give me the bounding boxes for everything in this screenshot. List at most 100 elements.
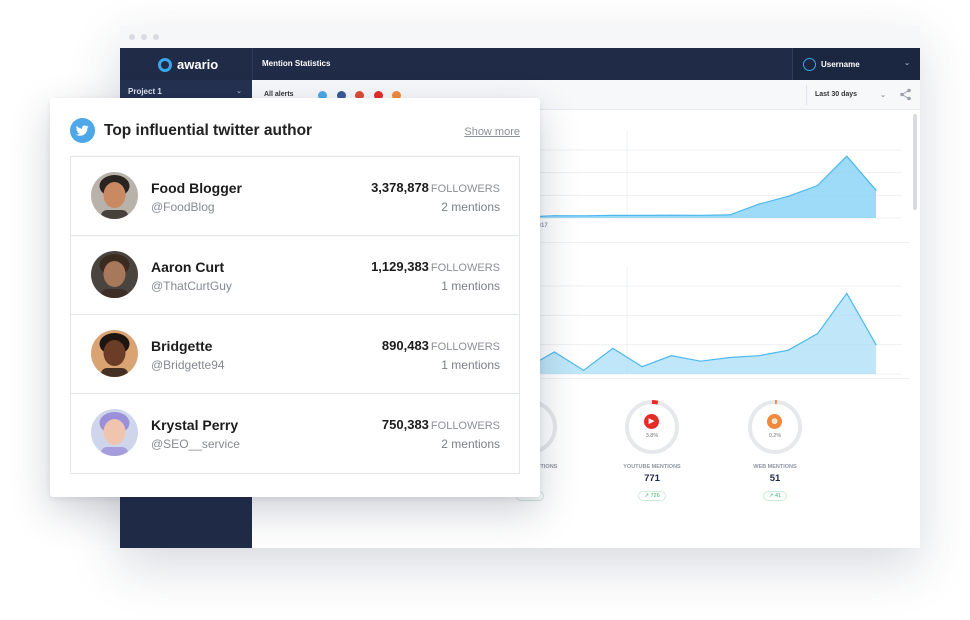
project-selector[interactable]: Project 1 ⌄ bbox=[120, 80, 252, 102]
followers-count: 890,483 bbox=[381, 338, 429, 353]
stat-change: ↗ 726 bbox=[638, 491, 666, 501]
author-handle: @Bridgette94 bbox=[151, 358, 225, 372]
topbar-divider bbox=[252, 48, 253, 80]
data-point bbox=[699, 360, 702, 362]
data-point bbox=[699, 214, 702, 216]
data-point bbox=[670, 214, 672, 216]
page-title: Mention Statistics bbox=[262, 59, 331, 68]
share-percent: 0.2% bbox=[768, 433, 782, 439]
chart-divider bbox=[252, 242, 910, 243]
author-name[interactable]: Aaron Curt bbox=[151, 259, 225, 275]
author-name[interactable]: Bridgette bbox=[151, 338, 213, 354]
show-more-link[interactable]: Show more bbox=[464, 126, 520, 138]
ring-chart bbox=[748, 400, 802, 454]
window-dot bbox=[129, 34, 135, 40]
username: Username bbox=[821, 59, 860, 69]
followers-label: FOLLOWERS bbox=[430, 183, 500, 195]
scrollbar[interactable] bbox=[913, 114, 917, 210]
data-point bbox=[816, 333, 819, 335]
share-percent: 3.8% bbox=[645, 433, 659, 439]
youtube-icon: ▶ bbox=[644, 414, 659, 429]
ring-fill bbox=[625, 400, 679, 454]
window-titlebar bbox=[120, 26, 920, 48]
facebook-icon[interactable] bbox=[336, 91, 346, 100]
data-point bbox=[641, 366, 643, 368]
window-dot bbox=[153, 34, 159, 40]
data-point bbox=[729, 214, 731, 216]
data-point bbox=[729, 356, 731, 359]
data-point bbox=[553, 351, 555, 353]
stat-value: 771 bbox=[644, 473, 660, 484]
google-plus-icon[interactable] bbox=[355, 91, 364, 100]
ring-fill bbox=[748, 400, 802, 454]
author-followers: 1,129,383 FOLLOWERS bbox=[371, 259, 500, 274]
brand-name: awario bbox=[177, 57, 219, 72]
chevron-down-icon: ⌄ bbox=[880, 92, 886, 99]
author-name[interactable]: Krystal Perry bbox=[151, 417, 239, 433]
author-mentions: 2 mentions bbox=[441, 437, 500, 451]
web-icon: ◍ bbox=[767, 414, 782, 429]
share-ring: ◍ 0.2% bbox=[746, 398, 804, 456]
followers-count: 1,129,383 bbox=[371, 259, 429, 274]
stat-change-value: 726 bbox=[650, 493, 660, 499]
chevron-down-icon: ⌄ bbox=[236, 88, 242, 95]
data-point bbox=[758, 355, 760, 357]
chevron-down-icon: ⌄ bbox=[904, 60, 910, 67]
user-icon bbox=[803, 57, 816, 71]
date-range-value: Last 30 days bbox=[815, 91, 858, 98]
data-point bbox=[612, 347, 614, 349]
author-row[interactable]: Food Blogger @FoodBlog 3,378,878 FOLLOWER… bbox=[71, 157, 519, 236]
all-alerts-filter[interactable]: All alerts bbox=[264, 91, 294, 98]
data-point bbox=[670, 355, 672, 357]
data-point bbox=[758, 203, 760, 205]
author-handle: @ThatCurtGuy bbox=[151, 279, 232, 293]
author-row[interactable]: Aaron Curt @ThatCurtGuy 1,129,383 FOLLOWE… bbox=[71, 236, 519, 315]
data-point bbox=[583, 369, 585, 371]
top-authors-card: Top influential twitter author Show more… bbox=[50, 98, 540, 497]
data-point bbox=[846, 292, 848, 294]
author-mentions: 1 mentions bbox=[441, 358, 500, 372]
author-name[interactable]: Food Blogger bbox=[151, 180, 242, 196]
author-followers: 3,378,878 FOLLOWERS bbox=[371, 180, 500, 195]
avatar[interactable] bbox=[91, 251, 138, 298]
author-handle: @SEO__service bbox=[151, 437, 240, 451]
followers-count: 3,378,878 bbox=[371, 180, 429, 195]
author-handle: @FoodBlog bbox=[151, 200, 215, 214]
avatar[interactable] bbox=[91, 330, 138, 377]
ring-chart bbox=[625, 400, 679, 454]
data-point bbox=[787, 349, 789, 351]
stat-label: YOUTUBE MENTIONS bbox=[623, 464, 681, 470]
data-point bbox=[875, 344, 877, 346]
author-mentions: 2 mentions bbox=[441, 200, 500, 214]
followers-label: FOLLOWERS bbox=[430, 420, 500, 432]
twitter-icon[interactable] bbox=[318, 91, 327, 100]
awario-logo[interactable]: awario bbox=[158, 57, 218, 72]
author-row[interactable]: Krystal Perry @SEO__service 750,383 FOLLO… bbox=[71, 394, 519, 473]
series-area bbox=[262, 156, 876, 218]
author-followers: 890,483 FOLLOWERS bbox=[382, 338, 500, 353]
date-range-select[interactable]: Last 30 days ⌄ bbox=[806, 85, 892, 105]
stat-label: WEB MENTIONS bbox=[753, 464, 797, 470]
author-mentions: 1 mentions bbox=[441, 279, 500, 293]
data-point bbox=[787, 195, 789, 197]
youtube-icon[interactable] bbox=[373, 91, 383, 100]
stat-block: ▶ 3.8% YOUTUBE MENTIONS 771 ↗ 726 bbox=[602, 398, 702, 502]
alerts-toolbar: All alerts Last 30 days ⌄ bbox=[252, 80, 920, 110]
author-followers: 750,383 FOLLOWERS bbox=[382, 417, 500, 432]
twitter-icon bbox=[70, 118, 95, 143]
avatar[interactable] bbox=[91, 409, 138, 456]
avatar[interactable] bbox=[91, 172, 138, 219]
data-point bbox=[612, 214, 614, 216]
stat-change: ↗ 41 bbox=[762, 491, 788, 501]
web-icon[interactable] bbox=[392, 91, 401, 100]
arrow-up-icon: ↗ bbox=[768, 493, 774, 499]
card-title: Top influential twitter author bbox=[104, 122, 313, 139]
share-ring: ▶ 3.8% bbox=[623, 398, 681, 456]
user-menu[interactable]: Username ⌄ bbox=[792, 48, 920, 80]
arrow-up-icon: ↗ bbox=[644, 493, 649, 499]
author-row[interactable]: Bridgette @Bridgette94 890,483 FOLLOWERS … bbox=[71, 315, 519, 394]
data-point bbox=[846, 155, 848, 157]
share-icon[interactable] bbox=[899, 88, 912, 101]
data-point bbox=[583, 215, 585, 217]
